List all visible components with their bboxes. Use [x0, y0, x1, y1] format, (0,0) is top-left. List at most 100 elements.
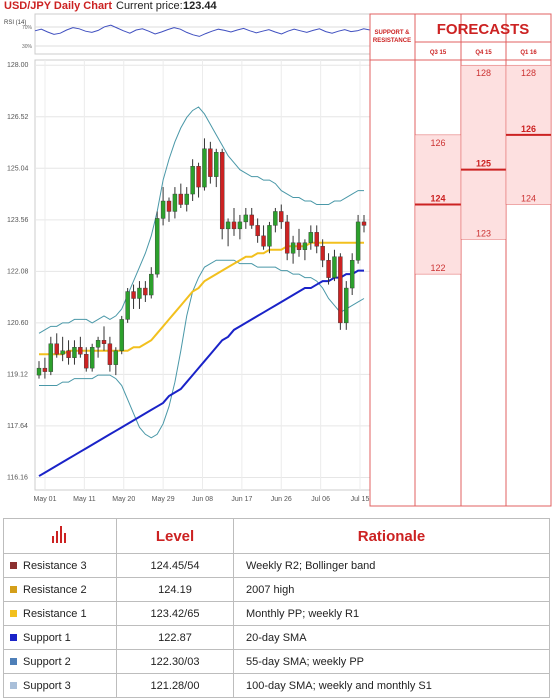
price-label: Current price: — [116, 0, 183, 12]
rsi-tick-70: 70% — [22, 25, 33, 31]
forecast-low: 122 — [430, 263, 445, 273]
level-rationale: Weekly R2; Bollinger band — [233, 553, 550, 578]
forecast-avg: 124 — [430, 193, 445, 203]
candle-body — [290, 242, 296, 254]
candle-body — [338, 256, 343, 324]
y-tick-label: 123.56 — [7, 217, 29, 224]
y-tick-label: 122.08 — [7, 268, 29, 275]
candle-body — [190, 165, 195, 195]
level-name-text: Resistance 1 — [23, 607, 87, 620]
candle-body — [184, 193, 189, 205]
forecast-col-label: Q4 15 — [475, 50, 492, 56]
chart-title: USD/JPY Daily Chart — [4, 0, 112, 12]
level-name: Resistance 1 — [3, 601, 117, 626]
candle-body — [137, 287, 142, 299]
rsi-line — [34, 24, 371, 37]
level-name: Support 3 — [3, 673, 117, 698]
candle-body — [36, 367, 42, 376]
candle-body — [48, 343, 54, 372]
level-name-text: Support 1 — [23, 631, 71, 644]
level-value: 121.28/00 — [116, 673, 234, 698]
candle-body — [202, 148, 207, 188]
candle-body — [231, 221, 237, 230]
rsi-label: RSI (14) — [4, 20, 26, 26]
sr-label-2: RESISTANCE — [373, 38, 411, 44]
level-color-swatch — [10, 561, 17, 569]
x-tick-label: Jul 06 — [311, 496, 330, 503]
level-color-swatch — [10, 657, 17, 665]
candle-body — [267, 225, 272, 247]
candle-body — [131, 291, 136, 299]
candle-body — [84, 354, 89, 369]
level-name-text: Resistance 2 — [23, 583, 87, 596]
level-rationale: Monthly PP; weekly R1 — [233, 601, 550, 626]
level-color-swatch — [10, 681, 17, 689]
level-value: 122.30/03 — [116, 649, 234, 674]
candle-body — [349, 260, 355, 289]
candle-body — [89, 347, 95, 369]
level-color-swatch — [10, 585, 17, 593]
forecast-avg: 126 — [521, 124, 536, 134]
x-tick-label: Jul 15 — [351, 496, 370, 503]
forecast-high: 128 — [476, 68, 491, 78]
y-tick-label: 120.60 — [7, 320, 29, 327]
candle-body — [214, 152, 219, 177]
candle-body — [255, 225, 260, 237]
candle-body — [78, 347, 83, 355]
forecast-high: 128 — [521, 68, 536, 78]
candle-body — [166, 200, 172, 212]
forecast-low: 124 — [521, 193, 536, 203]
level-rationale: 55-day SMA; weekly PP — [233, 649, 550, 674]
level-name-text: Support 3 — [23, 679, 71, 692]
table-row: Resistance 3 124.45/54 Weekly R2; Bollinge… — [3, 553, 550, 578]
table-header-rationale: Rationale — [233, 518, 550, 554]
forecast-col-label: Q3 15 — [430, 50, 447, 56]
candle-body — [279, 211, 284, 223]
y-tick-label: 126.52 — [7, 114, 29, 121]
candle-body — [296, 242, 302, 250]
candle-body — [42, 367, 48, 372]
candle-body — [355, 221, 361, 261]
candle-body — [143, 287, 148, 296]
y-tick-label: 116.16 — [7, 474, 28, 481]
level-name: Support 1 — [3, 625, 117, 650]
forecast-low: 123 — [476, 228, 491, 238]
table-row: Support 1 122.87 20-day SMA — [3, 625, 550, 650]
table-header-level: Level — [116, 518, 234, 554]
candle-body — [219, 152, 225, 230]
forecast-range — [460, 64, 507, 240]
sr-label-1: SUPPORT & — [374, 30, 410, 36]
y-tick-label: 117.64 — [7, 423, 28, 430]
candle-body — [314, 232, 319, 247]
forecast-panel: SUPPORT & RESISTANCE FORECASTS Q3 15 126 1… — [369, 13, 552, 507]
candle-body — [308, 232, 314, 243]
forecasts-title: FORECASTS — [437, 21, 530, 38]
series-55-day-sma — [38, 269, 364, 477]
candle-body — [225, 221, 231, 230]
x-tick-label: Jun 26 — [271, 496, 292, 503]
rsi-tick-30: 30% — [22, 44, 33, 50]
y-tick-label: 128.00 — [7, 62, 29, 69]
candle-body — [261, 235, 266, 247]
level-name: Support 2 — [3, 649, 117, 674]
level-value: 123.42/65 — [116, 601, 234, 626]
candle-body — [107, 343, 113, 365]
x-tick-label: May 29 — [152, 496, 175, 503]
table-row: Support 3 121.28/00 100-day SMA; weekly an… — [3, 673, 550, 698]
candle-body — [344, 287, 349, 324]
candle-body — [172, 193, 178, 212]
series-bollinger-lower — [39, 259, 365, 439]
table-row: Resistance 2 124.19 2007 high — [3, 577, 550, 602]
x-tick-label: May 11 — [73, 496, 96, 503]
candle-body — [72, 347, 77, 358]
levels-table: Level Rationale Resistance 3 124.45/54 Wee… — [3, 518, 550, 698]
table-icon-cell — [3, 518, 117, 554]
candle-body — [361, 221, 367, 226]
candle-body — [273, 211, 278, 226]
candle-body — [160, 200, 166, 219]
candle-body — [66, 350, 71, 358]
candle-body — [208, 148, 213, 177]
candle-body — [243, 214, 249, 223]
candle-body — [125, 291, 130, 320]
candle-body — [178, 193, 184, 205]
